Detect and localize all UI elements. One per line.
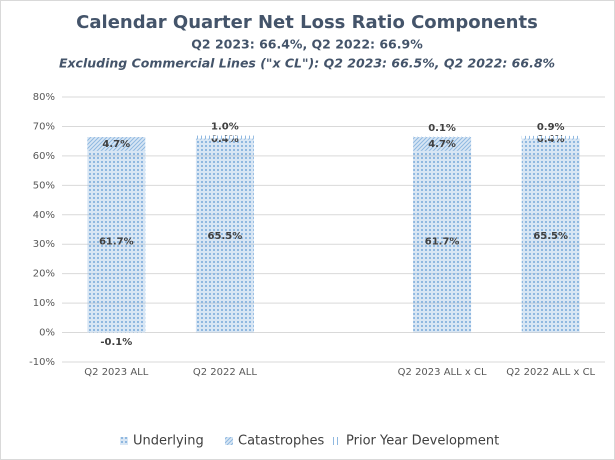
y-tick-label: 40%: [33, 210, 55, 221]
data-label: 65.5%: [208, 231, 243, 242]
data-label: -0.1%: [100, 337, 132, 348]
bar-segment: [521, 139, 580, 333]
bar-segment: [87, 150, 146, 333]
y-tick-label: -10%: [29, 357, 55, 368]
x-tick-label: Q2 2022 ALL x CL: [506, 367, 595, 378]
chart-subtitle: Excluding Commercial Lines ("x CL"): Q2 …: [59, 56, 555, 71]
y-tick-label: 10%: [33, 298, 55, 309]
data-label: 65.5%: [533, 231, 568, 242]
data-label: 1.0%: [211, 122, 239, 133]
y-tick-label: 80%: [33, 92, 55, 103]
legend-label: Underlying: [133, 434, 204, 449]
chart-title: Calendar Quarter Net Loss Ratio Componen…: [76, 12, 538, 33]
y-tick-label: 70%: [33, 121, 55, 132]
bar-segment: [521, 135, 580, 139]
data-label: 4.7%: [102, 139, 130, 150]
data-label: 61.7%: [99, 237, 134, 248]
data-label: 4.7%: [428, 139, 456, 150]
y-tick-label: 50%: [33, 180, 55, 191]
bar-segment: [87, 137, 146, 151]
y-tick-label: 60%: [33, 151, 55, 162]
legend-swatch: [333, 437, 341, 445]
bar-segment: [195, 138, 254, 140]
data-label: 61.7%: [425, 237, 460, 248]
x-tick-label: Q2 2023 ALL x CL: [398, 367, 487, 378]
bar-segment: [413, 137, 472, 151]
legend-swatch: [120, 437, 128, 445]
legend-label: Catastrophes: [238, 434, 324, 449]
data-label: 0.4%: [211, 134, 239, 145]
y-tick-label: 30%: [33, 239, 55, 250]
legend-label: Prior Year Development: [346, 434, 499, 449]
bar-segment: [195, 139, 254, 333]
chart-subtitle: Q2 2023: 66.4%, Q2 2022: 66.9%: [191, 37, 423, 52]
bar-segment: [413, 150, 472, 333]
y-tick-label: 0%: [39, 328, 55, 339]
x-tick-label: Q2 2023 ALL: [84, 367, 148, 378]
data-label: 0.1%: [428, 123, 456, 134]
bar-segment: [521, 138, 580, 140]
y-tick-label: 20%: [33, 269, 55, 280]
data-label: 0.4%: [537, 134, 565, 145]
bar-segment: [195, 135, 254, 139]
data-label: 0.9%: [537, 122, 565, 133]
x-tick-label: Q2 2022 ALL: [193, 367, 257, 378]
legend-swatch: [225, 437, 233, 445]
